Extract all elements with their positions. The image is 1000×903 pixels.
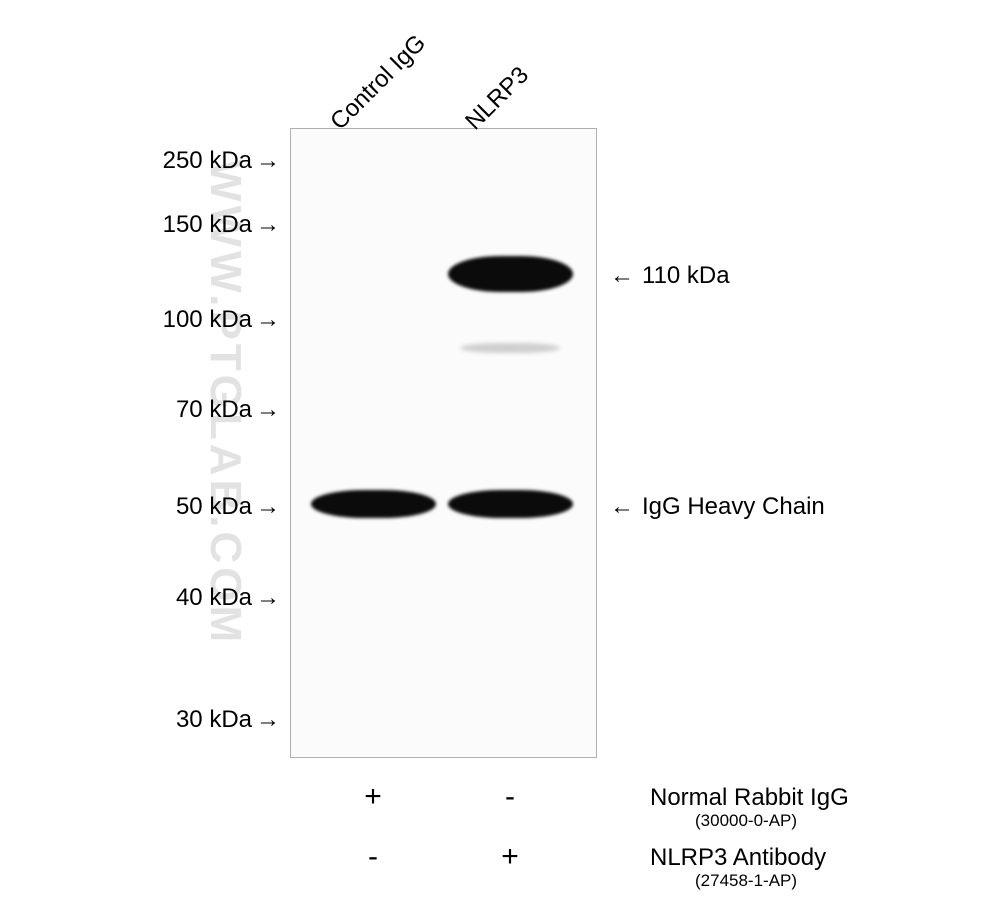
arrow-right-icon: → [256, 396, 280, 423]
band-annotation-igg-hc: ← IgG Heavy Chain [610, 493, 825, 521]
band-annotation-label: IgG Heavy Chain [642, 493, 825, 520]
western-blot-figure: WWW.PTGLAB.COM Control IgG NLRP3 250 kDa… [0, 0, 1000, 903]
legend-sign-row2-control: - [360, 840, 386, 874]
igg-heavy-chain-control [311, 490, 436, 518]
band-annotation-110kda: ← 110 kDa [610, 262, 730, 290]
igg-heavy-chain-sample [448, 490, 573, 518]
arrow-right-icon: → [256, 211, 280, 238]
legend-sublabel-row2: (27458-1-AP) [695, 871, 797, 891]
legend-label-row2: NLRP3 Antibody [650, 844, 826, 872]
legend-sign-row1-control: + [360, 780, 386, 814]
mw-marker-label: 150 kDa [163, 211, 252, 238]
band-annotation-label: 110 kDa [642, 262, 730, 289]
arrow-right-icon: → [256, 584, 280, 611]
legend-label-row1: Normal Rabbit IgG [650, 784, 849, 812]
legend-sublabel-row1: (30000-0-AP) [695, 811, 797, 831]
arrow-right-icon: → [256, 493, 280, 520]
legend-sign-row2-sample: + [497, 840, 523, 874]
arrow-right-icon: → [256, 306, 280, 333]
arrow-right-icon: → [256, 147, 280, 174]
mw-marker-label: 70 kDa [176, 396, 252, 423]
target-band-110kda [448, 256, 573, 292]
mw-marker-label: 40 kDa [176, 584, 252, 611]
lane-header-sample: NLRP3 [460, 61, 535, 136]
mw-marker-40: 40 kDa→ [176, 584, 280, 612]
blot-membrane [290, 128, 597, 758]
mw-marker-label: 250 kDa [163, 147, 252, 174]
mw-marker-70: 70 kDa→ [176, 396, 280, 424]
nonspecific-band [460, 343, 560, 353]
arrow-left-icon: ← [610, 262, 634, 289]
lane-header-control: Control IgG [325, 29, 432, 136]
arrow-left-icon: ← [610, 493, 634, 520]
mw-marker-250: 250 kDa→ [163, 147, 280, 175]
mw-marker-label: 100 kDa [163, 306, 252, 333]
mw-marker-50: 50 kDa→ [176, 493, 280, 521]
mw-marker-label: 50 kDa [176, 493, 252, 520]
legend-sign-row1-sample: - [497, 780, 523, 814]
mw-marker-150: 150 kDa→ [163, 211, 280, 239]
mw-marker-100: 100 kDa→ [163, 306, 280, 334]
mw-marker-30: 30 kDa→ [176, 706, 280, 734]
mw-marker-label: 30 kDa [176, 706, 252, 733]
arrow-right-icon: → [256, 706, 280, 733]
